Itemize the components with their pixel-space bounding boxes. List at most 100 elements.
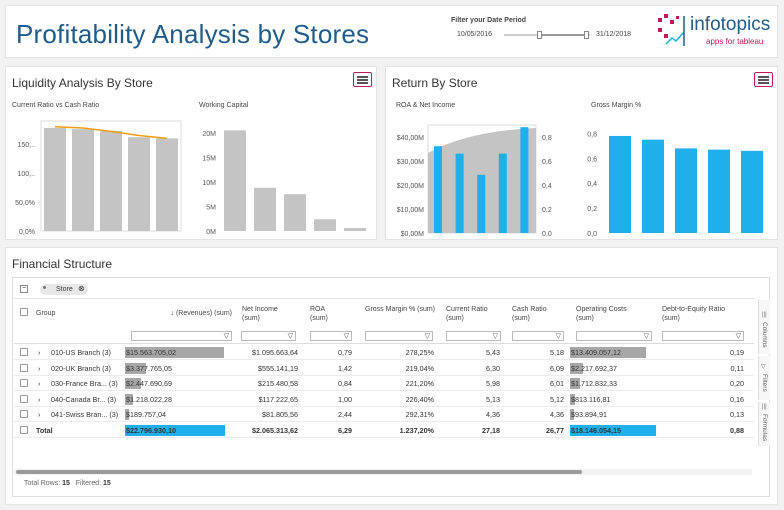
col-current-ratio[interactable]: Current Ratio (sum) xyxy=(446,306,488,322)
row-checkbox[interactable] xyxy=(20,363,28,372)
header-panel: Profitability Analysis by Stores Filter … xyxy=(5,5,778,58)
filter-icon: ▽ xyxy=(492,333,498,340)
col-cash-ratio[interactable]: Cash Ratio (sum) xyxy=(512,306,547,322)
slider-end-handle[interactable] xyxy=(584,31,589,39)
operating-costs-bar xyxy=(570,378,580,389)
table-row[interactable]: › 020-UK Branch (3) $3.377.765,05 $555.141,… xyxy=(14,361,754,376)
expand-chevron-icon[interactable]: › xyxy=(38,379,41,388)
filter-operating-costs[interactable]: ▽ xyxy=(576,331,652,341)
gross-margin-chart: 0,8 0,6 0,4 0,2 0,0 xyxy=(587,131,763,238)
select-all-checkbox[interactable] xyxy=(20,308,28,316)
expand-chevron-icon[interactable]: › xyxy=(38,410,41,419)
cell-revenues: $2.447.690,69 xyxy=(126,379,172,388)
filter-current-ratio[interactable]: ▽ xyxy=(446,331,501,341)
cell-debt-equity: 0,88 xyxy=(730,425,744,435)
row-checkbox[interactable] xyxy=(20,394,28,403)
y-tick-label: $20,00M xyxy=(397,183,424,190)
group-row-divider xyxy=(14,298,754,299)
operating-costs-bar xyxy=(570,409,574,420)
logo-name: infotopics xyxy=(690,14,771,35)
filter-roa[interactable]: ▽ xyxy=(310,331,352,341)
cell-revenues: $22.796.930,10 xyxy=(126,425,176,435)
filter-icon: ▽ xyxy=(223,333,229,340)
working-capital-bar xyxy=(314,219,336,231)
table-row[interactable]: › 010-US Branch (3) $15.563.705,02 $1.095.6… xyxy=(14,345,754,360)
ratio-bar xyxy=(44,127,66,231)
y-tick-label: 20M xyxy=(202,131,216,138)
cell-cash-ratio: 26,77 xyxy=(546,425,564,435)
table-row[interactable]: › 041-Swiss Bran... (3) $189.757,04 $81.805… xyxy=(14,407,754,422)
y-tick-label: 0,4 xyxy=(587,181,597,188)
cell-debt-equity: 0,16 xyxy=(730,394,744,404)
working-capital-bar xyxy=(224,130,246,231)
side-tab-formulas[interactable]: Formulas ||| xyxy=(758,402,770,446)
y-tick-label: $0,00M xyxy=(401,231,425,238)
roa-net-income-chart-title: ROA & Net Income xyxy=(396,102,456,109)
liquidity-menu-button[interactable] xyxy=(353,72,372,87)
side-tab-columns[interactable]: Columns ||| xyxy=(758,300,770,354)
filter-icon: ▽ xyxy=(424,333,430,340)
cell-net-income: $2.065.313,62 xyxy=(252,425,298,435)
total-row[interactable]: Total $22.796.930,10 $2.065.313,62 6,29 1.23… xyxy=(14,423,754,438)
side-tab-filters[interactable]: Filters ▽ xyxy=(758,356,770,400)
filter-cash-ratio[interactable]: ▽ xyxy=(512,331,564,341)
y2-tick-label: 0,4 xyxy=(542,183,552,190)
gross-margin-bar xyxy=(642,139,664,233)
cell-debt-equity: 0,19 xyxy=(730,348,744,357)
chip-tag-icon xyxy=(43,286,46,289)
chip-label: Store xyxy=(56,285,73,293)
cell-revenues: $15.563.705,02 xyxy=(126,348,176,357)
y-tick-label: 100,.. xyxy=(17,171,35,178)
total-rows-label: Total Rows: xyxy=(24,480,61,487)
row-checkbox[interactable] xyxy=(20,425,28,434)
y-tick-label: 5M xyxy=(206,204,216,211)
table-row[interactable]: › 040-Canada Br... (3) $1.218.022,28 $117.2… xyxy=(14,392,754,407)
row-checkbox[interactable] xyxy=(20,410,28,418)
cell-roa: 1,42 xyxy=(338,363,352,373)
returns-menu-button[interactable] xyxy=(754,72,773,87)
chip-remove-icon[interactable]: ⊗ xyxy=(78,284,85,293)
date-slider[interactable] xyxy=(504,31,590,39)
y-tick-label: 0,6 xyxy=(587,156,597,163)
table-header: Group ↓ (Revenues) (sum) Net Income (sum… xyxy=(14,300,754,344)
expand-chevron-icon[interactable]: › xyxy=(38,394,41,404)
returns-title: Return By Store xyxy=(392,76,478,90)
cell-revenues: $1.218.022,28 xyxy=(126,394,172,404)
y-tick-label: 0,8 xyxy=(587,131,597,138)
collapse-all-icon[interactable]: − xyxy=(20,285,28,293)
col-roa[interactable]: ROA (sum) xyxy=(310,306,328,322)
scrollbar-thumb[interactable] xyxy=(16,470,582,474)
col-gross-margin[interactable]: Gross Margin % (sum) xyxy=(365,306,436,313)
row-checkbox[interactable] xyxy=(20,379,28,387)
filter-net-income[interactable]: ▽ xyxy=(241,331,296,341)
filter-debt-equity[interactable]: ▽ xyxy=(662,331,744,341)
horizontal-scrollbar[interactable] xyxy=(14,469,752,475)
y-tick-label: 15M xyxy=(202,155,216,162)
cash-ratio-line xyxy=(54,126,168,140)
col-group[interactable]: Group xyxy=(36,310,56,317)
filter-gross-margin[interactable]: ▽ xyxy=(365,331,433,341)
col-revenues[interactable]: ↓ (Revenues) (sum) xyxy=(170,310,232,317)
slider-start-handle[interactable] xyxy=(537,31,542,39)
table-row[interactable]: › 030-France Bra... (3) $2.447.690,69 $215.… xyxy=(14,376,754,391)
roa-bar xyxy=(434,146,442,233)
filter-end-date: 31/12/2018 xyxy=(596,31,632,38)
group-chip[interactable]: Store ⊗ xyxy=(40,284,88,295)
y-tick-label: 150,.. xyxy=(17,142,35,149)
cell-operating-costs: $93.894,91 xyxy=(571,410,607,419)
expand-chevron-icon[interactable]: › xyxy=(38,363,41,373)
filter-revenues[interactable]: ▽ xyxy=(131,331,232,341)
gross-margin-bar xyxy=(609,135,631,233)
revenues-bar xyxy=(125,362,147,374)
filter-tab-icon: ▽ xyxy=(761,364,766,370)
side-tab-columns-label: Columns xyxy=(761,322,768,348)
cell-operating-costs: $2.217.692,37 xyxy=(571,363,617,373)
expand-chevron-icon[interactable]: › xyxy=(38,348,41,357)
cell-current-ratio: 27,18 xyxy=(482,425,500,435)
filter-icon: ▽ xyxy=(343,333,349,340)
col-net-income[interactable]: Net Income (sum) xyxy=(242,306,278,322)
col-operating-costs[interactable]: Operating Costs (sum) xyxy=(576,306,627,322)
cell-gross-margin: 221,20% xyxy=(405,379,434,388)
col-debt-equity[interactable]: Debt-to-Equity Ratio (sum) xyxy=(662,306,726,322)
row-checkbox[interactable] xyxy=(20,348,28,356)
